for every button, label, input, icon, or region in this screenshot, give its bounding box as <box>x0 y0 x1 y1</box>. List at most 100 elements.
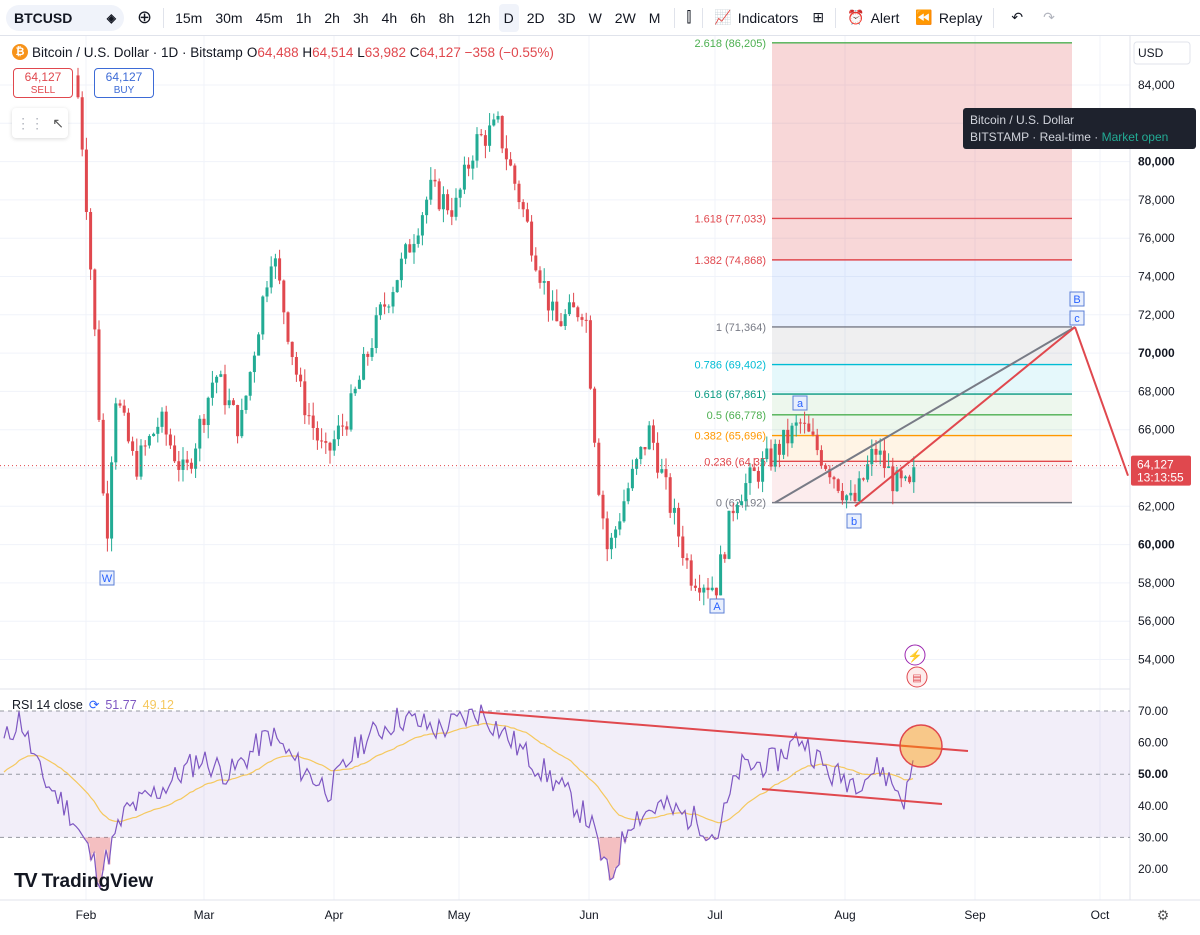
candle-body <box>76 75 80 98</box>
candle-body <box>693 585 697 588</box>
candle-body <box>278 258 282 281</box>
candle-body <box>572 302 576 308</box>
sell-button[interactable]: 64,127 SELL <box>13 68 73 98</box>
candles-style-icon[interactable]: ⫿ <box>686 9 692 26</box>
candle-body <box>685 557 689 561</box>
time-axis-settings-icon: ⚙ <box>1157 907 1170 923</box>
timeframe-45m[interactable]: 45m <box>255 9 283 26</box>
candle-body <box>534 255 538 271</box>
chart-area[interactable]: 2.618 (86,205) 1.618 (77,033) 1.382 (74,86… <box>0 36 1200 935</box>
buy-button[interactable]: 64,127 BUY <box>94 68 154 98</box>
timeframe-2h[interactable]: 2h <box>324 9 340 26</box>
timeframe-3h[interactable]: 3h <box>352 9 369 26</box>
candle-body <box>399 258 403 281</box>
timeframe-d[interactable]: D <box>498 3 519 32</box>
candle-body <box>660 469 664 473</box>
candle-body <box>147 436 151 446</box>
trend-line-red <box>854 326 1076 508</box>
candle-body <box>252 355 256 373</box>
cursor-icon[interactable]: ↖ <box>52 114 64 131</box>
wave-label-a-box <box>792 395 808 411</box>
flash-icon: ⚡ <box>908 649 923 663</box>
undo-icon[interactable]: ↶ <box>1011 9 1024 25</box>
legend-open: 64,488 <box>257 44 299 60</box>
wave-label-c: c <box>1074 313 1080 325</box>
timeframe-12h[interactable]: 12h <box>467 9 491 26</box>
time-tick-label: Jun <box>579 908 598 922</box>
tooltip-status: Market open <box>1101 130 1169 144</box>
rsi-trend-line-lower <box>761 788 943 805</box>
candle-body <box>803 422 807 424</box>
time-axis[interactable]: Feb Mar Apr May Jun Jul Aug Sep Oct ⚙ <box>0 899 1200 923</box>
candle-body <box>101 419 105 494</box>
drag-handle-icon[interactable]: ⋮⋮ <box>16 114 45 131</box>
candle-body <box>668 477 672 513</box>
candle-body <box>210 382 214 398</box>
candle-body <box>903 476 907 479</box>
countdown-label: 13:13:55 <box>1137 471 1184 485</box>
candle-body <box>320 440 324 442</box>
candle-body <box>874 448 878 455</box>
current-price-label: 64,127 <box>1137 458 1174 472</box>
candle-body <box>105 493 109 539</box>
fib-level-label: 0.236 (64,35 <box>704 456 766 468</box>
tradingview-logo-text: TradingView <box>41 870 154 892</box>
timeframe-1h[interactable]: 1h <box>295 9 312 26</box>
candle-body <box>567 302 571 315</box>
legend-change: −358 (−0.55%) <box>464 44 554 60</box>
replay-button[interactable]: ⏪ Replay <box>910 4 987 32</box>
layouts-icon[interactable]: ⊞ <box>812 9 825 25</box>
candle-body <box>135 450 139 477</box>
candle-body <box>588 320 592 389</box>
timeframe-8h[interactable]: 8h <box>438 9 455 26</box>
timeframe-w[interactable]: W <box>588 9 602 26</box>
timeframe-15m[interactable]: 15m <box>175 9 203 26</box>
candle-body <box>282 280 286 313</box>
alert-button[interactable]: ⏰ Alert <box>842 4 904 32</box>
candle-body <box>912 467 916 483</box>
price-tick-label: 72,000 <box>1138 308 1175 322</box>
price-axis[interactable]: USD84,00082,00080,00078,00076,00074,0007… <box>1129 36 1200 900</box>
indicators-icon: 📈 <box>714 9 732 25</box>
rsi-tick-label: 70.00 <box>1138 704 1168 718</box>
compare-icon[interactable]: ◈ <box>106 10 116 25</box>
candle-body <box>782 429 786 455</box>
price-tick-label: 76,000 <box>1138 231 1175 245</box>
wave-label-a: a <box>797 398 804 410</box>
candle-body <box>845 495 849 501</box>
timeframe-2d[interactable]: 2D <box>526 9 545 26</box>
candle-body <box>677 507 681 537</box>
rsi-settings-icon[interactable]: ⟳ <box>88 698 100 712</box>
candle-body <box>496 115 500 120</box>
timeframe-4h[interactable]: 4h <box>381 9 398 26</box>
candle-body <box>362 353 366 380</box>
candle-body <box>93 269 97 330</box>
tradingview-logo[interactable]: TV TradingView <box>14 870 153 893</box>
timeframe-30m[interactable]: 30m <box>215 9 243 26</box>
redo-icon[interactable]: ↷ <box>1043 9 1055 25</box>
timeframe-m[interactable]: M <box>648 9 661 26</box>
symbol-search[interactable]: BTCUSD ◈ <box>6 4 124 31</box>
candle-body <box>353 388 357 394</box>
candle-body <box>395 280 399 293</box>
timeframe-6h[interactable]: 6h <box>410 9 426 26</box>
toolbar-divider <box>993 7 995 28</box>
indicators-button[interactable]: 📈 Indicators <box>709 4 803 32</box>
candle-body <box>857 478 861 502</box>
candle-body <box>425 199 429 216</box>
timeframe-3d[interactable]: 3D <box>557 9 576 26</box>
candle-body <box>698 587 702 593</box>
candle-body <box>689 560 693 586</box>
candle-body <box>164 411 168 435</box>
price-tick-label: 68,000 <box>1138 384 1175 398</box>
rsi-tick-label: 60.00 <box>1138 736 1168 750</box>
price-tick-label: 84,000 <box>1138 78 1175 92</box>
rsi-ma-line <box>3 722 914 824</box>
candle-body <box>651 425 655 443</box>
candle-body <box>408 244 412 253</box>
candle-body <box>84 149 88 213</box>
timeframe-2w[interactable]: 2W <box>614 9 636 26</box>
time-tick-label: Jul <box>707 908 722 922</box>
add-symbol-button[interactable]: ⊕ <box>137 7 153 27</box>
candle-body <box>765 448 769 460</box>
